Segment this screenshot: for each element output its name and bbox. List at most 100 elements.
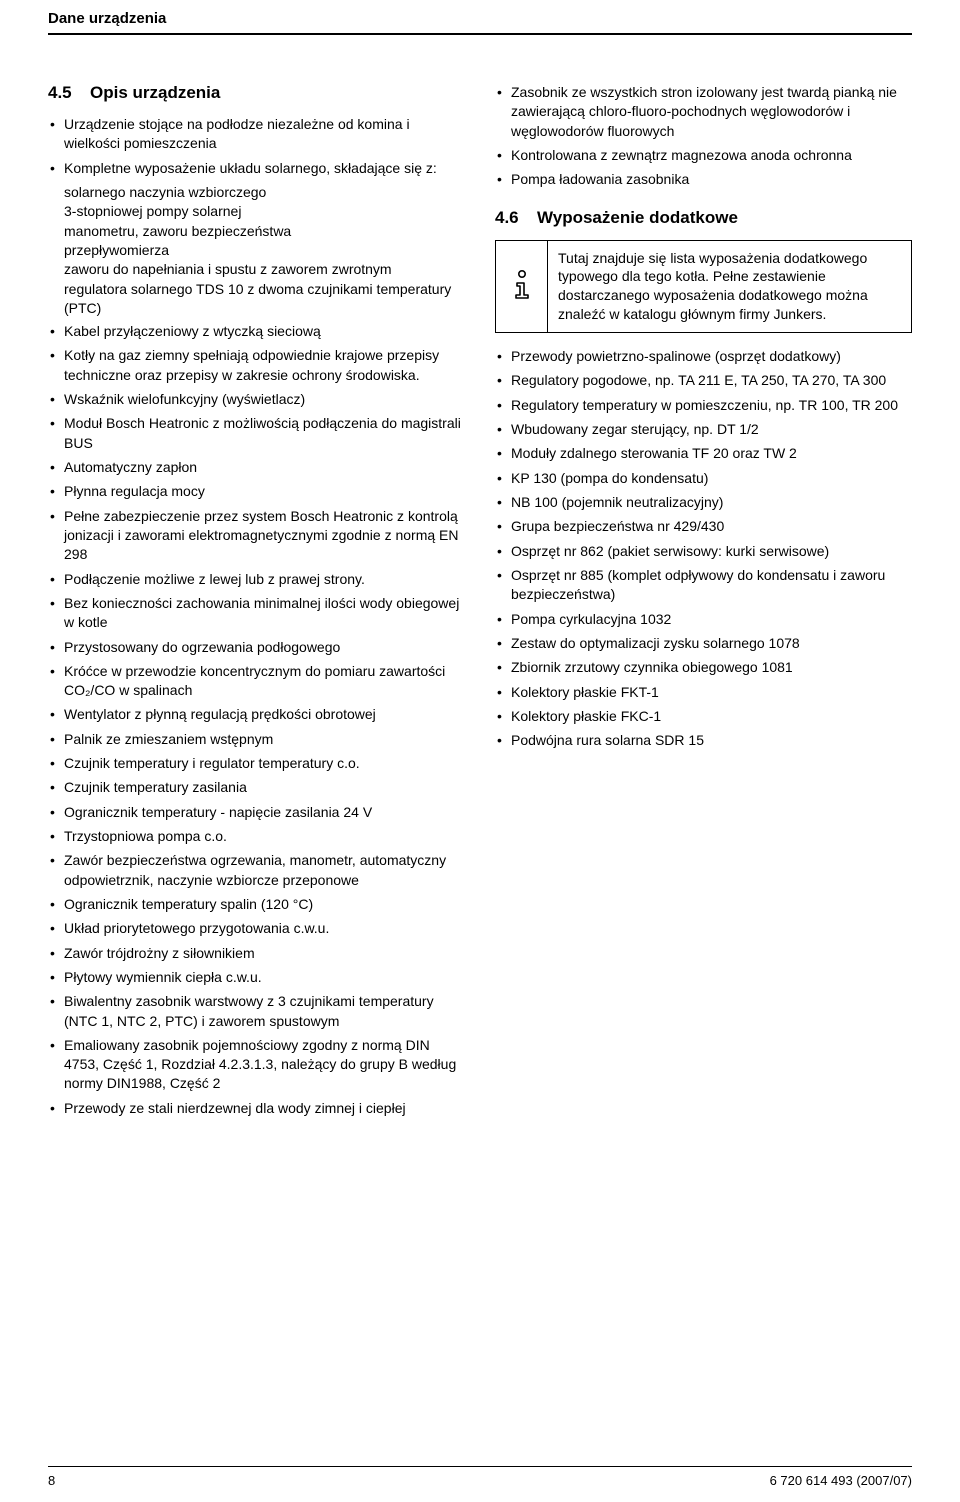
list-item: Kolektory płaskie FKT-1 xyxy=(495,683,912,702)
list-text: Bez konieczności zachowania minimalnej i… xyxy=(64,595,459,630)
list-item: Podwójna rura solarna SDR 15 xyxy=(495,731,912,750)
list-text: Podłączenie możliwe z lewej lub z prawej… xyxy=(64,571,365,587)
list-item: Zawór trójdrożny z siłownikiem xyxy=(48,944,465,963)
list-item: Emaliowany zasobnik pojemnościowy zgodny… xyxy=(48,1036,465,1094)
list-item: Urządzenie stojące na podłodze niezależn… xyxy=(48,115,465,154)
list-item: Ogranicznik temperatury - napięcie zasil… xyxy=(48,803,465,822)
page-header: Dane urządzenia xyxy=(48,0,912,35)
info-box: Tutaj znajduje się lista wyposażenia dod… xyxy=(495,240,912,334)
list-item: Kotły na gaz ziemny spełniają odpowiedni… xyxy=(48,346,465,385)
list-text: Trzystopniowa pompa c.o. xyxy=(64,828,227,844)
list-text: Regulatory pogodowe, np. TA 211 E, TA 25… xyxy=(511,372,886,388)
list-text: Podwójna rura solarna SDR 15 xyxy=(511,732,704,748)
right-bullet-list: Przewody powietrzno-spalinowe (osprzęt d… xyxy=(495,347,912,750)
list-text: Osprzęt nr 862 (pakiet serwisowy: kurki … xyxy=(511,543,829,559)
list-text: Układ priorytetowego przygotowania c.w.u… xyxy=(64,920,329,936)
running-header-title: Dane urządzenia xyxy=(48,10,912,27)
list-text: Regulatory temperatury w pomieszczeniu, … xyxy=(511,397,898,413)
list-text: Palnik ze zmieszaniem wstępnym xyxy=(64,731,273,747)
left-bullet-list: Kabel przyłączeniowy z wtyczką sieciową … xyxy=(48,322,465,1118)
page-footer: 8 6 720 614 493 (2007/07) xyxy=(48,1466,912,1488)
list-item: Kabel przyłączeniowy z wtyczką sieciową xyxy=(48,322,465,341)
list-item: Zestaw do optymalizacji zysku solarnego … xyxy=(495,634,912,653)
list-item: Zasobnik ze wszystkich stron izolowany j… xyxy=(495,83,912,141)
list-item: Wskaźnik wielofunkcyjny (wyświetlacz) xyxy=(48,390,465,409)
section-heading-4-5: 4.5Opis urządzenia xyxy=(48,83,465,103)
left-sublines: solarnego naczynia wzbiorczego 3-stopnio… xyxy=(48,183,465,318)
list-text: Biwalentny zasobnik warstwowy z 3 czujni… xyxy=(64,993,434,1028)
list-text: Przystosowany do ogrzewania podłogowego xyxy=(64,639,340,655)
list-item: Zawór bezpieczeństwa ogrzewania, manomet… xyxy=(48,851,465,890)
list-item: Kompletne wyposażenie układu solarnego, … xyxy=(48,159,465,178)
info-icon xyxy=(509,269,535,303)
list-item: Regulatory temperatury w pomieszczeniu, … xyxy=(495,396,912,415)
list-item: KP 130 (pompa do kondensatu) xyxy=(495,469,912,488)
list-text: Zasobnik ze wszystkich stron izolowany j… xyxy=(511,84,897,139)
list-text: Kompletne wyposażenie układu solarnego, … xyxy=(64,160,437,176)
list-item: Trzystopniowa pompa c.o. xyxy=(48,827,465,846)
list-text: NB 100 (pojemnik neutralizacyjny) xyxy=(511,494,723,510)
list-text: Automatyczny zapłon xyxy=(64,459,197,475)
list-item: Płynna regulacja mocy xyxy=(48,482,465,501)
section-title: Opis urządzenia xyxy=(90,83,220,102)
page-number: 8 xyxy=(48,1473,55,1488)
list-text: Moduł Bosch Heatronic z możliwością podł… xyxy=(64,415,461,450)
list-item: Przewody ze stali nierdzewnej dla wody z… xyxy=(48,1099,465,1118)
list-item: Moduł Bosch Heatronic z możliwością podł… xyxy=(48,414,465,453)
list-item: Kontrolowana z zewnątrz magnezowa anoda … xyxy=(495,146,912,165)
list-text: Zestaw do optymalizacji zysku solarnego … xyxy=(511,635,800,651)
right-column: Zasobnik ze wszystkich stron izolowany j… xyxy=(495,83,912,1123)
list-item: Króćce w przewodzie koncentrycznym do po… xyxy=(48,662,465,701)
subline: solarnego naczynia wzbiorczego xyxy=(64,183,465,202)
subline: zaworu do napełniania i spustu z zaworem… xyxy=(64,260,465,279)
section-heading-4-6: 4.6Wyposażenie dodatkowe xyxy=(495,208,912,228)
list-item: Pompa ładowania zasobnika xyxy=(495,170,912,189)
list-text: Króćce w przewodzie koncentrycznym do po… xyxy=(64,663,445,698)
section-number: 4.6 xyxy=(495,208,537,228)
left-intro-list: Urządzenie stojące na podłodze niezależn… xyxy=(48,115,465,178)
list-item: NB 100 (pojemnik neutralizacyjny) xyxy=(495,493,912,512)
list-text: Czujnik temperatury zasilania xyxy=(64,779,247,795)
info-icon-cell xyxy=(496,241,548,333)
list-item: Pompa cyrkulacyjna 1032 xyxy=(495,610,912,629)
list-text: Ogranicznik temperatury - napięcie zasil… xyxy=(64,804,372,820)
list-item: Ogranicznik temperatury spalin (120 °C) xyxy=(48,895,465,914)
list-text: Zawór bezpieczeństwa ogrzewania, manomet… xyxy=(64,852,446,887)
list-text: Urządzenie stojące na podłodze niezależn… xyxy=(64,116,410,151)
list-text: Pełne zabezpieczenie przez system Bosch … xyxy=(64,508,459,563)
list-item: Palnik ze zmieszaniem wstępnym xyxy=(48,730,465,749)
list-text: Kontrolowana z zewnątrz magnezowa anoda … xyxy=(511,147,852,163)
list-item: Układ priorytetowego przygotowania c.w.u… xyxy=(48,919,465,938)
list-text: Pompa ładowania zasobnika xyxy=(511,171,689,187)
list-item: Czujnik temperatury i regulator temperat… xyxy=(48,754,465,773)
page: Dane urządzenia 4.5Opis urządzenia Urząd… xyxy=(0,0,960,1502)
subline: 3-stopniowej pompy solarnej xyxy=(64,202,465,221)
info-text: Tutaj znajduje się lista wyposażenia dod… xyxy=(548,241,911,333)
list-text: Grupa bezpieczeństwa nr 429/430 xyxy=(511,518,724,534)
list-text: Kabel przyłączeniowy z wtyczką sieciową xyxy=(64,323,321,339)
list-text: Zbiornik zrzutowy czynnika obiegowego 10… xyxy=(511,659,793,675)
list-item: Kolektory płaskie FKC-1 xyxy=(495,707,912,726)
list-item: Czujnik temperatury zasilania xyxy=(48,778,465,797)
list-item: Biwalentny zasobnik warstwowy z 3 czujni… xyxy=(48,992,465,1031)
list-text: KP 130 (pompa do kondensatu) xyxy=(511,470,708,486)
list-text: Kotły na gaz ziemny spełniają odpowiedni… xyxy=(64,347,439,382)
list-item: Płytowy wymiennik ciepła c.w.u. xyxy=(48,968,465,987)
list-text: Przewody ze stali nierdzewnej dla wody z… xyxy=(64,1100,406,1116)
subline: regulatora solarnego TDS 10 z dwoma czuj… xyxy=(64,280,465,319)
list-item: Osprzęt nr 885 (komplet odpływowy do kon… xyxy=(495,566,912,605)
list-item: Moduły zdalnego sterowania TF 20 oraz TW… xyxy=(495,444,912,463)
content-columns: 4.5Opis urządzenia Urządzenie stojące na… xyxy=(48,83,912,1123)
subline: przepływomierza xyxy=(64,241,465,260)
list-item: Wentylator z płynną regulacją prędkości … xyxy=(48,705,465,724)
list-item: Automatyczny zapłon xyxy=(48,458,465,477)
list-text: Płynna regulacja mocy xyxy=(64,483,205,499)
right-top-list: Zasobnik ze wszystkich stron izolowany j… xyxy=(495,83,912,190)
left-column: 4.5Opis urządzenia Urządzenie stojące na… xyxy=(48,83,465,1123)
list-text: Wskaźnik wielofunkcyjny (wyświetlacz) xyxy=(64,391,305,407)
list-text: Wbudowany zegar sterujący, np. DT 1/2 xyxy=(511,421,759,437)
list-text: Ogranicznik temperatury spalin (120 °C) xyxy=(64,896,313,912)
list-item: Pełne zabezpieczenie przez system Bosch … xyxy=(48,507,465,565)
subline: manometru, zaworu bezpieczeństwa xyxy=(64,222,465,241)
list-text: Kolektory płaskie FKC-1 xyxy=(511,708,661,724)
